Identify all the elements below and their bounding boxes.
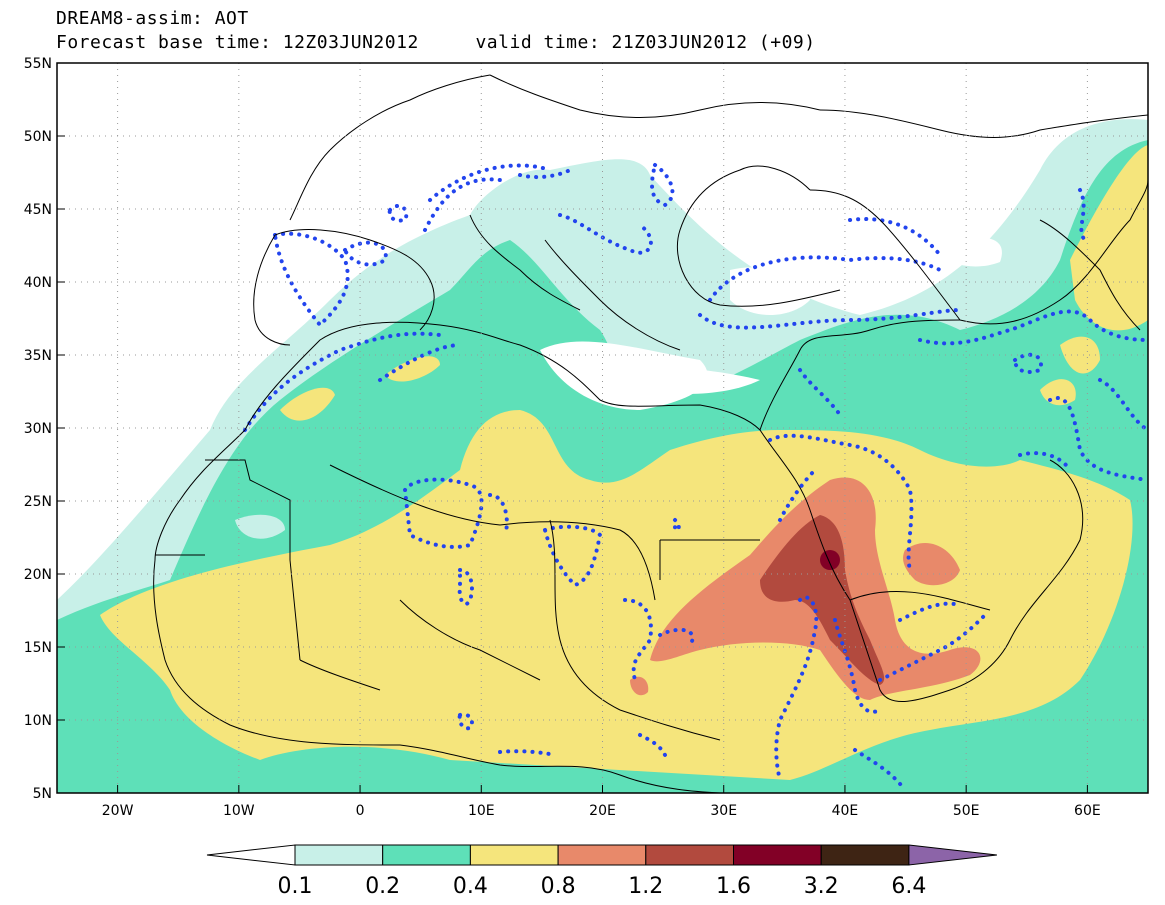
colorbar-swatch xyxy=(733,844,822,866)
lat-tick-label: 30N xyxy=(24,421,52,437)
lon-tick-label: 20E xyxy=(589,803,616,819)
lat-tick-label: 20N xyxy=(24,567,52,583)
colorbar: 0.1 0.2 0.4 0.8 1.2 1.6 3.2 6.4 xyxy=(206,844,997,899)
colorbar-swatch xyxy=(294,844,384,866)
colorbar-label: 0.1 xyxy=(278,874,313,899)
lat-tick-label: 45N xyxy=(24,202,52,218)
colorbar-low-arrow xyxy=(206,844,296,866)
colorbar-swatch xyxy=(820,844,910,866)
lon-tick-label: 0 xyxy=(356,803,365,819)
dust-contour-lines xyxy=(243,161,1148,792)
lat-tick-label: 35N xyxy=(24,348,52,364)
colorbar-label: 1.6 xyxy=(716,874,751,899)
lat-tick-label: 5N xyxy=(33,786,52,802)
map-subtitle: Forecast base time: 12Z03JUN2012 valid t… xyxy=(56,32,816,53)
lon-tick-label: 60E xyxy=(1074,803,1101,819)
colorbar-swatch xyxy=(645,844,734,866)
coastlines-and-borders xyxy=(153,74,1148,793)
lon-tick-label: 50E xyxy=(953,803,980,819)
map-title: DREAM8-assim: AOT xyxy=(56,8,249,29)
aot-field xyxy=(57,63,1148,793)
lat-tick-label: 50N xyxy=(24,129,52,145)
colorbar-label: 6.4 xyxy=(891,874,926,899)
colorbar-swatch xyxy=(382,844,471,866)
colorbar-swatch xyxy=(469,844,559,866)
colorbar-label: 0.8 xyxy=(541,874,576,899)
aot-level-1-2 xyxy=(760,515,885,685)
lat-tick-label: 15N xyxy=(24,640,52,656)
colorbar-label: 0.2 xyxy=(365,874,400,899)
longitude-axis: 20W 10W 0 10E 20E 30E 40E 50E 60E xyxy=(102,785,1101,819)
colorbar-label: 3.2 xyxy=(804,874,839,899)
lat-tick-label: 25N xyxy=(24,494,52,510)
colorbar-swatch xyxy=(557,844,647,866)
lon-tick-label: 20W xyxy=(102,803,134,819)
lat-tick-label: 40N xyxy=(24,275,52,291)
colorbar-high-arrow xyxy=(908,844,997,866)
colorbar-label: 0.4 xyxy=(453,874,488,899)
aot-level-1-6 xyxy=(820,550,840,570)
lon-tick-label: 10W xyxy=(223,803,255,819)
lat-tick-label: 55N xyxy=(24,56,52,72)
latitude-axis: 55N 50N 45N 40N 35N 30N 25N 20N 15N 10N 5N xyxy=(24,56,65,802)
lon-tick-label: 30E xyxy=(710,803,737,819)
lon-tick-label: 40E xyxy=(832,803,859,819)
lon-tick-label: 10E xyxy=(468,803,495,819)
colorbar-label: 1.2 xyxy=(628,874,663,899)
lat-tick-label: 10N xyxy=(24,713,52,729)
